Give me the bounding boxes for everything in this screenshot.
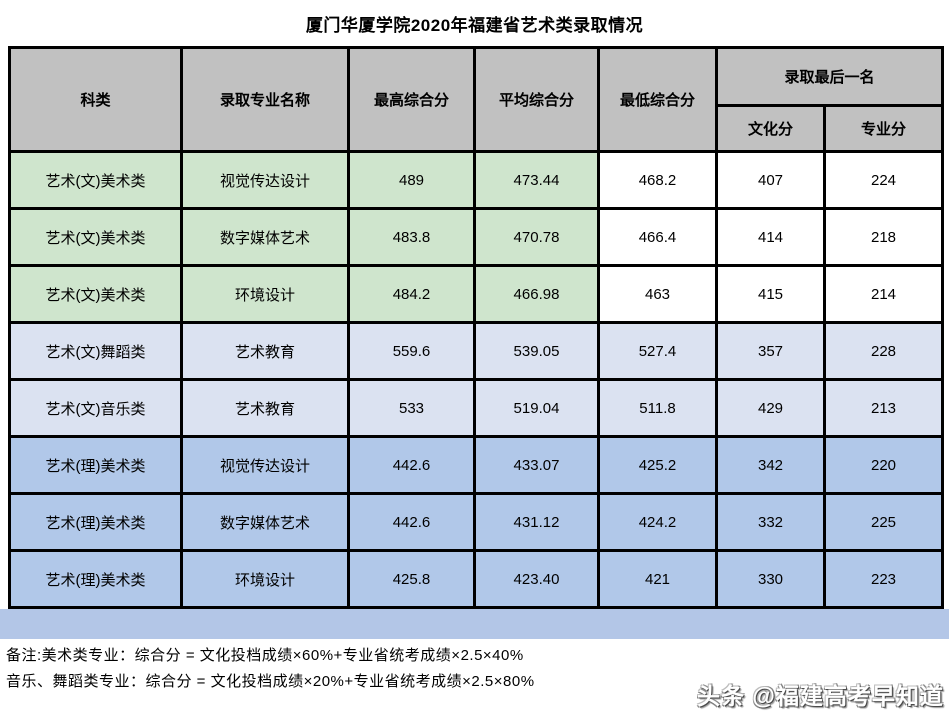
table-row: 艺术(理)美术类 数字媒体艺术 442.6 431.12 424.2 332 2… xyxy=(8,492,945,552)
table-row: 艺术(理)美术类 环境设计 425.8 423.40 421 330 223 xyxy=(8,549,945,609)
cell-max-score: 442.6 xyxy=(347,492,476,552)
cell-category: 艺术(文)美术类 xyxy=(8,150,183,210)
cell-major: 视觉传达设计 xyxy=(180,150,350,210)
cell-category: 艺术(文)美术类 xyxy=(8,264,183,324)
cell-avg-score: 423.40 xyxy=(473,549,600,609)
cell-max-score: 442.6 xyxy=(347,435,476,495)
cell-major-score: 214 xyxy=(822,264,945,324)
cell-culture-score: 429 xyxy=(715,378,826,438)
note-line: 备注:美术类专业：综合分 = 文化投档成绩×60%+专业省统考成绩×2.5×40… xyxy=(6,647,524,664)
col-header-category: 科类 xyxy=(8,46,183,153)
cell-culture-score: 414 xyxy=(715,207,826,267)
cell-major-score: 224 xyxy=(822,150,945,210)
col-header-avg-score: 平均综合分 xyxy=(473,46,600,153)
cell-avg-score: 519.04 xyxy=(473,378,600,438)
cell-avg-score: 470.78 xyxy=(473,207,600,267)
cell-major: 视觉传达设计 xyxy=(180,435,350,495)
col-header-major: 录取专业名称 xyxy=(180,46,350,153)
col-header-max-score: 最高综合分 xyxy=(347,46,476,153)
col-header-last-admitted: 录取最后一名 xyxy=(714,46,945,107)
cell-category: 艺术(文)美术类 xyxy=(8,207,183,267)
cell-category: 艺术(理)美术类 xyxy=(8,549,183,609)
cell-min-score: 421 xyxy=(597,549,718,609)
cell-category: 艺术(文)舞蹈类 xyxy=(8,321,183,381)
col-header-culture-score: 文化分 xyxy=(715,104,826,153)
table-row: 艺术(文)美术类 环境设计 484.2 466.98 463 415 214 xyxy=(8,264,945,324)
cell-major: 艺术教育 xyxy=(180,321,350,381)
cell-major-score: 218 xyxy=(822,207,945,267)
cell-avg-score: 473.44 xyxy=(473,150,600,210)
cell-min-score: 463 xyxy=(597,264,718,324)
admission-score-table: 科类 录取专业名称 最高综合分 平均综合分 最低综合分 录取最后一名 文化分 专… xyxy=(8,46,945,609)
cell-max-score: 483.8 xyxy=(347,207,476,267)
table-row: 艺术(理)美术类 视觉传达设计 442.6 433.07 425.2 342 2… xyxy=(8,435,945,495)
cell-avg-score: 539.05 xyxy=(473,321,600,381)
header-row-top: 科类 录取专业名称 最高综合分 平均综合分 最低综合分 录取最后一名 xyxy=(8,46,945,153)
cell-max-score: 489 xyxy=(347,150,476,210)
page-title: 厦门华厦学院2020年福建省艺术类录取情况 xyxy=(305,16,644,35)
cell-min-score: 466.4 xyxy=(597,207,718,267)
table-row: 艺术(文)美术类 数字媒体艺术 483.8 470.78 466.4 414 2… xyxy=(8,207,945,267)
notes-block: 备注:美术类专业：综合分 = 文化投档成绩×60%+专业省统考成绩×2.5×40… xyxy=(0,639,949,695)
cell-major: 环境设计 xyxy=(180,549,350,609)
cell-avg-score: 431.12 xyxy=(473,492,600,552)
cell-major-score: 225 xyxy=(822,492,945,552)
watermark: 头条 @福建高考早知道 xyxy=(697,683,944,709)
cell-category: 艺术(文)音乐类 xyxy=(8,378,183,438)
cell-major-score: 223 xyxy=(822,549,945,609)
col-header-major-score: 专业分 xyxy=(822,104,945,153)
cell-major: 数字媒体艺术 xyxy=(180,207,350,267)
cell-culture-score: 357 xyxy=(715,321,826,381)
cell-major-score: 228 xyxy=(822,321,945,381)
cell-min-score: 527.4 xyxy=(597,321,718,381)
table-row: 艺术(文)美术类 视觉传达设计 489 473.44 468.2 407 224 xyxy=(8,150,945,210)
cell-culture-score: 415 xyxy=(715,264,826,324)
cell-culture-score: 332 xyxy=(715,492,826,552)
cell-culture-score: 407 xyxy=(715,150,826,210)
note-line: 音乐、舞蹈类专业：综合分 = 文化投档成绩×20%+专业省统考成绩×2.5×80… xyxy=(6,673,535,690)
cell-major: 艺术教育 xyxy=(180,378,350,438)
cell-major-score: 220 xyxy=(822,435,945,495)
cell-category: 艺术(理)美术类 xyxy=(8,435,183,495)
cell-max-score: 559.6 xyxy=(347,321,476,381)
cell-culture-score: 330 xyxy=(715,549,826,609)
bottom-band xyxy=(0,609,949,639)
cell-major: 数字媒体艺术 xyxy=(180,492,350,552)
cell-culture-score: 342 xyxy=(715,435,826,495)
cell-category: 艺术(理)美术类 xyxy=(8,492,183,552)
table-row: 艺术(文)舞蹈类 艺术教育 559.6 539.05 527.4 357 228 xyxy=(8,321,945,381)
cell-major: 环境设计 xyxy=(180,264,350,324)
cell-max-score: 425.8 xyxy=(347,549,476,609)
cell-major-score: 213 xyxy=(822,378,945,438)
cell-min-score: 424.2 xyxy=(597,492,718,552)
cell-min-score: 468.2 xyxy=(597,150,718,210)
table-row: 艺术(文)音乐类 艺术教育 533 519.04 511.8 429 213 xyxy=(8,378,945,438)
cell-avg-score: 433.07 xyxy=(473,435,600,495)
cell-min-score: 511.8 xyxy=(597,378,718,438)
header-row-sub: 文化分 专业分 xyxy=(10,104,945,153)
col-header-min-score: 最低综合分 xyxy=(597,46,718,153)
cell-max-score: 533 xyxy=(347,378,476,438)
cell-min-score: 425.2 xyxy=(597,435,718,495)
cell-max-score: 484.2 xyxy=(347,264,476,324)
cell-avg-score: 466.98 xyxy=(473,264,600,324)
